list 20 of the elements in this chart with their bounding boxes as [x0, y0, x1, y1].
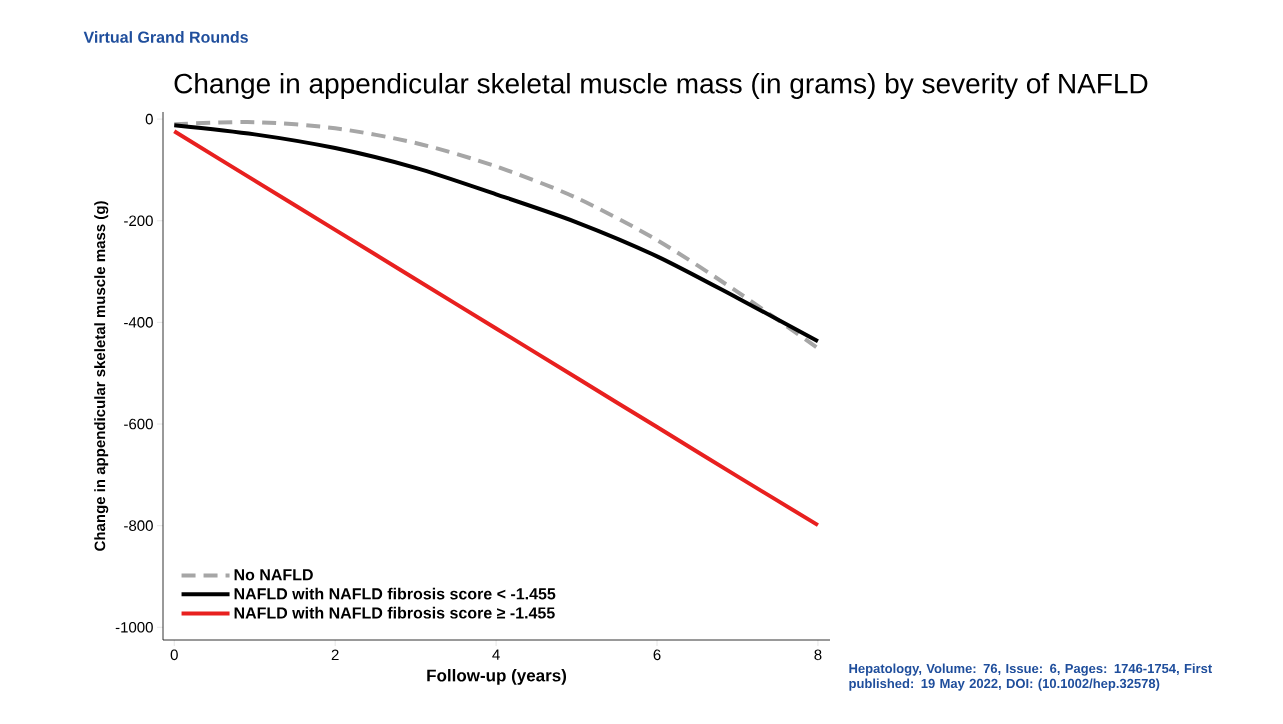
y-tick-label: -200 [124, 215, 153, 227]
y-tick-label: -600 [124, 418, 153, 430]
legend-label: NAFLD with NAFLD fibrosis score ≥ -1.455 [234, 606, 555, 619]
y-tick-label: -1000 [115, 621, 153, 633]
x-tick-label: 2 [331, 649, 339, 661]
x-tick-label: 4 [492, 649, 500, 660]
y-axis-title: Change in appendicular skeletal muscle mass (g) [94, 201, 109, 551]
y-tick-label: -800 [124, 520, 153, 531]
x-tick-label: 8 [814, 649, 822, 661]
legend-label: NAFLD with NAFLD fibrosis score < -1.455 [234, 587, 556, 600]
y-tick-label: -400 [124, 317, 153, 328]
x-tick-label: 6 [653, 649, 661, 661]
line-series [172, 129, 820, 528]
y-tick-label: 0 [145, 113, 153, 125]
legend-label: No NAFLD [234, 569, 313, 581]
x-tick-label: 0 [170, 649, 178, 661]
x-axis-title: Follow-up (years) [427, 669, 567, 685]
chart-title: Change in appendicular skeletal muscle mass (in grams) by severity of NAFLD [174, 72, 1148, 100]
text: Hepatology, Volume: 76, Issue: 6, Pages: 1746-1754, First published: 19 May 2022, DOI: (10.1002/hep.32578) [849, 663, 1212, 691]
text: Virtual Grand Rounds [83, 31, 248, 43]
